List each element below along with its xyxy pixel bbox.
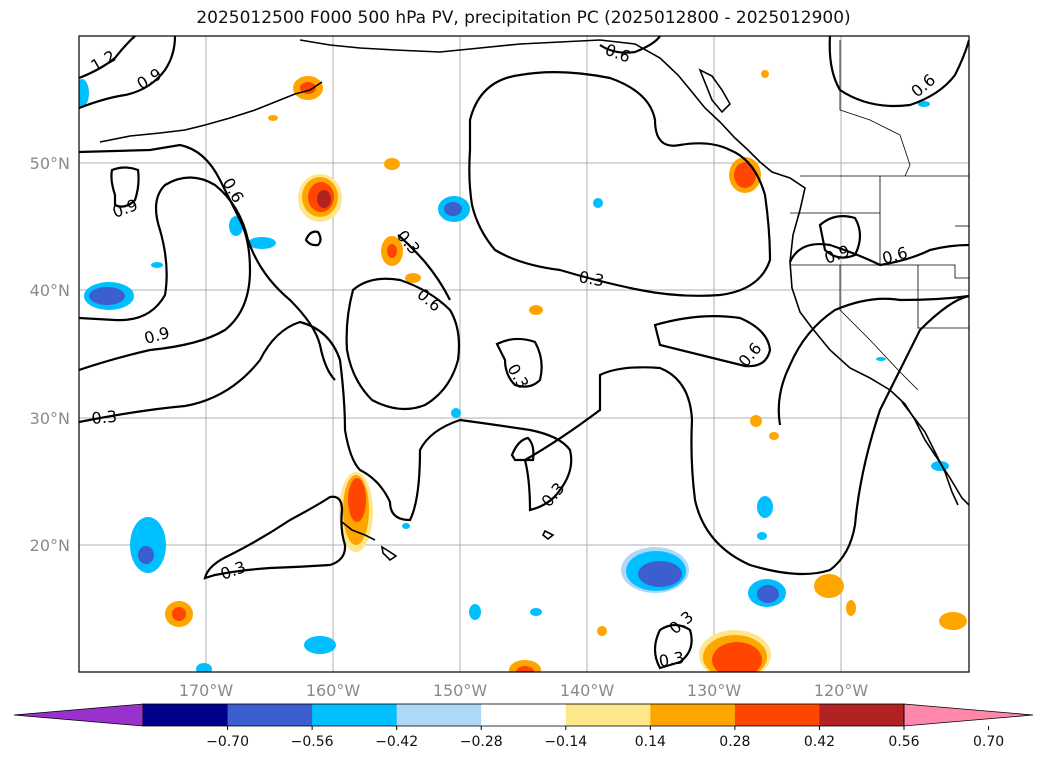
latitude-labels: 50°N 40°N 30°N 20°N: [30, 154, 70, 555]
colorbar-segment: [650, 704, 736, 726]
lat-label-20n: 20°N: [30, 536, 70, 555]
coastlines: [99, 39, 969, 562]
lat-label-50n: 50°N: [30, 154, 70, 173]
pv-contours: [79, 36, 969, 670]
colorbar-segment: [819, 704, 905, 726]
lon-label-150w: 150°W: [433, 681, 488, 700]
precip-positive: [165, 70, 967, 672]
colorbar-segment: [143, 704, 229, 726]
colorbar-tick-label: 0.56: [888, 734, 919, 750]
colorbar-segment: [734, 704, 820, 726]
colorbar-segment: [565, 704, 651, 726]
colorbar-segment: [396, 704, 482, 726]
lon-label-170w: 170°W: [179, 681, 234, 700]
colorbar: −0.70 −0.56 −0.42 −0.28 −0.14 0.14 0.28 0.42 0.5…: [13, 703, 1034, 750]
precip-negative: [79, 79, 949, 672]
longitude-labels: 170°W 160°W 150°W 140°W 130°W 120°W: [179, 681, 869, 700]
gridlines: [79, 36, 969, 672]
colorbar-tick-label: −0.42: [375, 734, 418, 750]
colorbar-tick-label: −0.56: [291, 734, 334, 750]
contour-label: 0.3: [577, 267, 605, 290]
map-frame: [78, 35, 970, 673]
lon-label-130w: 130°W: [687, 681, 742, 700]
lon-label-160w: 160°W: [306, 681, 361, 700]
map-title: 2025012500 F000 500 hPa PV, precipitatio…: [196, 8, 851, 28]
lon-label-120w: 120°W: [814, 681, 869, 700]
map-area: [79, 36, 969, 672]
colorbar-tick-label: 0.14: [635, 734, 666, 750]
colorbar-frame: [142, 703, 905, 727]
colorbar-tick-label: 0.42: [804, 734, 835, 750]
political-borders: [790, 40, 969, 391]
lat-label-30n: 30°N: [30, 409, 70, 428]
contour-label: 0.3: [657, 648, 685, 671]
colorbar-tick-label: 0.28: [719, 734, 750, 750]
lat-label-40n: 40°N: [30, 281, 70, 300]
colorbar-segment: [312, 704, 398, 726]
contour-label: 0.3: [91, 407, 118, 428]
colorbar-segment: [227, 704, 313, 726]
colorbar-segment: [481, 704, 567, 726]
colorbar-tick-label: −0.28: [460, 734, 503, 750]
colorbar-tick-label: −0.14: [544, 734, 587, 750]
colorbar-extension-high: [903, 703, 1034, 727]
colorbar-extension-low: [13, 703, 144, 727]
lon-label-140w: 140°W: [560, 681, 615, 700]
colorbar-tick-label: 0.70: [973, 734, 1004, 750]
colorbar-tick-label: −0.70: [206, 734, 249, 750]
